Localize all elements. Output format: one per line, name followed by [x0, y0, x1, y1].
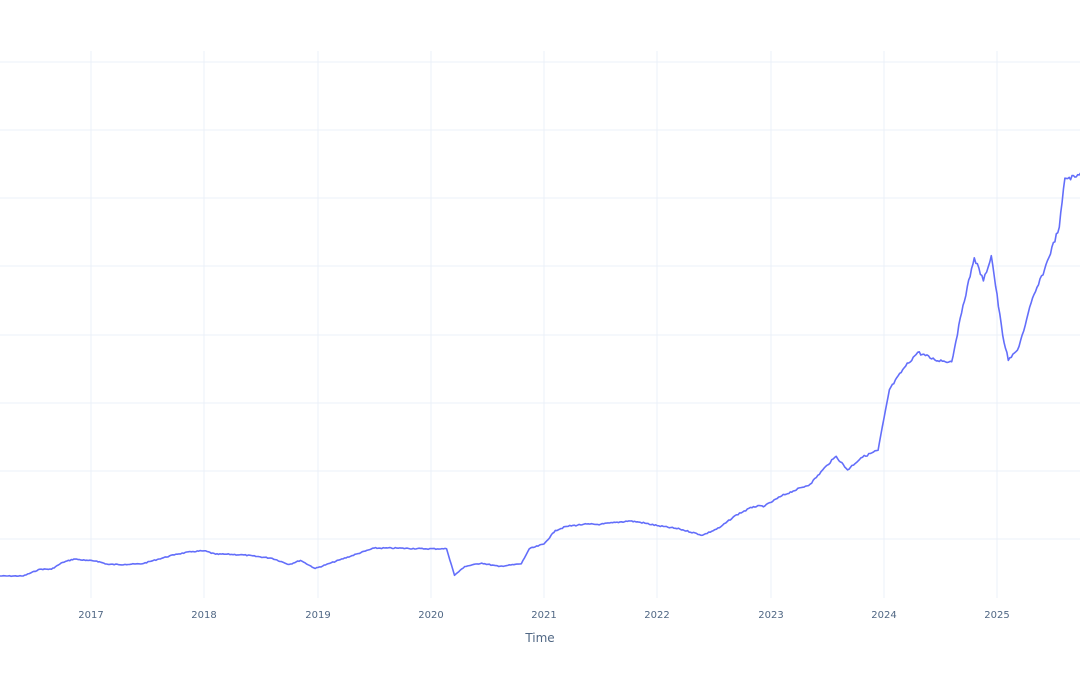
series-line [0, 172, 1080, 578]
x-tick-label: 2019 [305, 610, 330, 621]
x-tick-label: 2021 [531, 610, 556, 621]
x-tick-label: 2022 [644, 610, 669, 621]
x-tick-label: 2025 [984, 610, 1009, 621]
x-tick-label: 2020 [418, 610, 443, 621]
x-axis-tick-labels: 2017 2018 2019 2020 2021 2022 2023 2024 2025 [78, 610, 1009, 621]
x-tick-label: 2018 [191, 610, 216, 621]
vertical-gridlines [90, 51, 998, 598]
horizontal-gridlines [0, 61, 1080, 540]
x-tick-label: 2023 [758, 610, 783, 621]
x-axis-title: Time [524, 631, 554, 645]
x-tick-label: 2017 [78, 610, 103, 621]
x-tick-label: 2024 [871, 610, 896, 621]
